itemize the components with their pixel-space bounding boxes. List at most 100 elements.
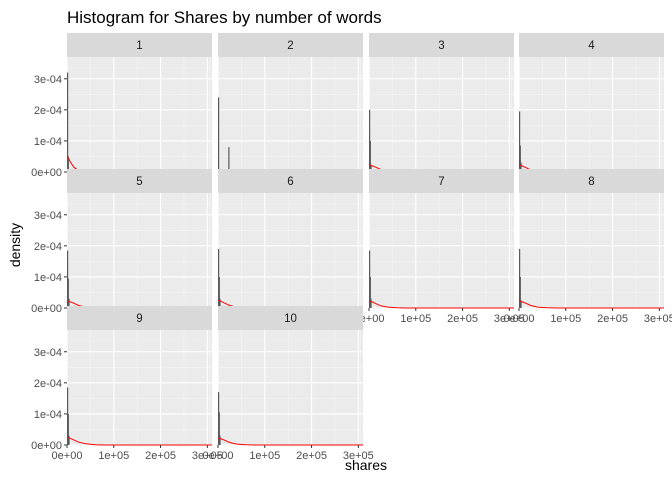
x-tick-label: 0e+00 [203,450,234,462]
panel-background [369,193,514,308]
histogram-bar [67,278,69,308]
density-line [518,300,664,309]
facet-strip [67,169,212,193]
facet-panel: 4 [518,33,664,173]
histogram-bar [218,97,220,172]
facet-strip-label: 9 [136,313,142,325]
facet-strip [519,169,664,193]
histogram-bar [369,276,371,308]
histogram-bar [218,248,220,308]
histogram-bar [369,140,371,172]
facet-strip-label: 3 [438,40,444,52]
facet-panels: 1 0e+00 1e-04 2e-04 3e-04 2 3 4 5 0e+00 1e-04 2e-04… [31,33,672,462]
histogram-bar [519,145,521,172]
x-tick-label: 2e+05 [447,313,478,325]
histogram-bar [218,392,220,445]
facet-strip-label: 5 [136,176,142,188]
facet-panel: 70e+00 1e+05 2e+05 3e+05 [354,169,525,325]
x-tick-label: 3e+05 [192,450,223,462]
facet-strip [67,33,212,57]
y-tick-label: 1e-04 [34,136,62,148]
chart-title: Histogram for Shares by number of words [67,8,382,27]
histogram-bar [219,435,221,445]
x-tick-label: 1e+05 [249,450,280,462]
histogram-bar [67,156,69,172]
histogram-bar [519,248,521,308]
histogram-bar [67,387,69,445]
facet-panel: 8 0e+00 1e+05 2e+05 3e+05 [504,169,672,325]
y-axis-title: density [7,223,23,267]
histogram-bar [519,111,521,172]
density-line [368,300,514,309]
facet-strip-label: 8 [588,176,594,188]
histogram-bar [520,300,522,308]
y-tick-label: 1e-04 [34,272,62,284]
panel-background [519,57,664,172]
y-tick-label: 0e+00 [31,167,62,179]
y-tick-label: 0e+00 [31,440,62,452]
panel-background [218,330,363,445]
panel-background [218,57,363,172]
facet-strip [218,306,363,330]
facet-strip [519,33,664,57]
histogram-bar [228,147,230,172]
x-tick-label: 0e+00 [504,313,535,325]
facet-panel: 10 0e+00 1e+05 2e+05 3e+05 [203,306,374,462]
panel-background [67,193,212,308]
y-tick-label: 3e-04 [34,210,62,222]
x-tick-label: 2e+05 [597,313,628,325]
x-tick-label: 2e+05 [145,450,176,462]
histogram-bar [218,412,220,445]
y-tick-label: 3e-04 [34,74,62,86]
panel-background [218,193,363,308]
y-tick-label: 0e+00 [31,303,62,315]
histogram-bar [370,298,372,308]
x-axis-title: shares [345,457,387,473]
density-line [66,436,212,446]
histogram-bar [520,162,522,172]
histogram-bar [369,250,371,308]
histogram-bar [370,165,372,172]
x-tick-label: 3e+05 [494,313,525,325]
x-tick-label: 0e+00 [52,450,83,462]
histogram-bar [219,298,221,308]
facet-strip-label: 7 [438,176,444,188]
y-tick-label: 1e-04 [34,409,62,421]
facet-strip-label: 4 [588,40,595,52]
y-tick-label: 3e-04 [34,347,62,359]
histogram-bar [67,413,69,445]
histogram-bar [519,276,521,308]
x-tick-label: 3e+05 [644,313,672,325]
x-tick-label: 2e+05 [296,450,327,462]
panel-background [519,193,664,308]
histogram-bar [68,435,70,445]
x-tick-label: 1e+05 [400,313,431,325]
panel-background [369,57,514,172]
facet-strip [369,33,514,57]
facet-strip [369,169,514,193]
density-line [217,437,363,446]
facet-panel: 2 [217,33,363,173]
histogram-bar [369,109,371,172]
histogram-bar [67,72,69,172]
facet-panel: 9 0e+00 1e-04 2e-04 3e-04 0e+00 1e+05 2e+05 3e+0… [31,306,223,462]
facet-strip [218,169,363,193]
y-tick-label: 2e-04 [34,378,62,390]
histogram-bar [67,250,69,308]
facet-strip [67,306,212,330]
facet-panel: 1 0e+00 1e-04 2e-04 3e-04 [31,33,212,179]
facet-strip [218,33,363,57]
facet-panel: 3 [368,33,514,173]
facet-strip-label: 6 [287,176,293,188]
x-tick-label: 3e+05 [343,450,374,462]
facet-strip-label: 10 [284,313,297,325]
y-tick-label: 2e-04 [34,105,62,117]
facet-strip-label: 2 [287,40,293,52]
histogram-bar [68,298,70,308]
y-tick-label: 2e-04 [34,241,62,253]
x-tick-label: 1e+05 [550,313,581,325]
panel-background [67,330,212,445]
histogram-bar [218,276,220,308]
facet-panel: 6 [217,169,363,309]
